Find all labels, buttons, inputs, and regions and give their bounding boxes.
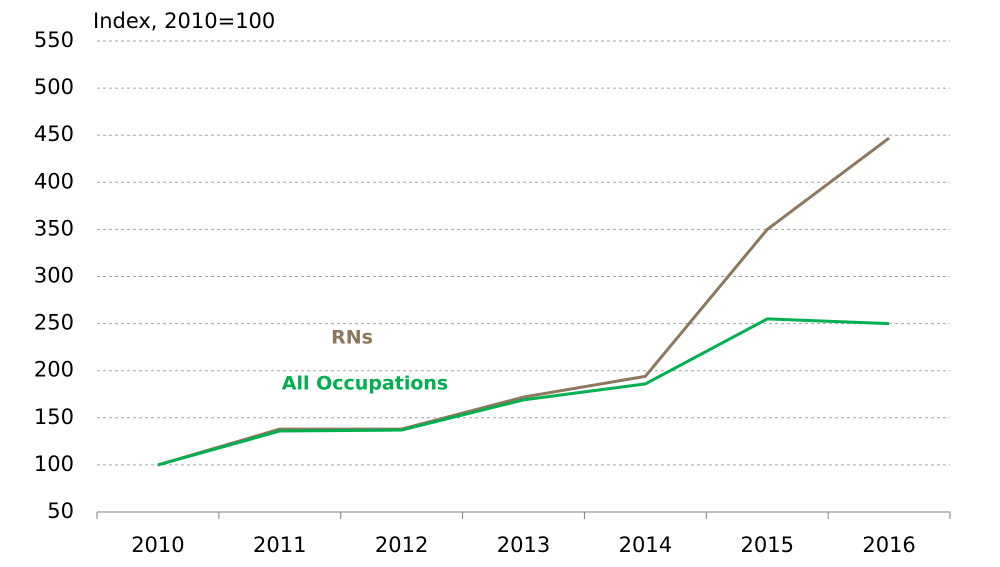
y-axis-label: Index, 2010=100 xyxy=(93,9,275,33)
y-tick-label: 100 xyxy=(34,452,74,476)
y-tick-label: 450 xyxy=(34,122,74,146)
series-label: RNs xyxy=(331,327,373,349)
x-tick-label: 2010 xyxy=(131,533,184,557)
x-tick-label: 2015 xyxy=(740,533,793,557)
y-tick-label: 550 xyxy=(34,28,74,52)
y-tick-label: 50 xyxy=(47,499,74,523)
x-tick-label: 2012 xyxy=(375,533,428,557)
series-line xyxy=(157,136,890,467)
x-tick-label: 2011 xyxy=(253,533,306,557)
y-tick-label: 400 xyxy=(34,169,74,193)
y-tick-label: 300 xyxy=(34,264,74,288)
y-tick-label: 250 xyxy=(34,311,74,335)
y-tick-label: 500 xyxy=(34,75,74,99)
series-label: All Occupations xyxy=(282,373,448,395)
y-tick-label: 200 xyxy=(34,358,74,382)
series-line xyxy=(157,317,890,467)
x-tick-label: 2014 xyxy=(619,533,672,557)
x-tick-label: 2016 xyxy=(862,533,915,557)
y-tick-label: 150 xyxy=(34,405,74,429)
x-tick-label: 2013 xyxy=(497,533,550,557)
y-tick-label: 350 xyxy=(34,216,74,240)
